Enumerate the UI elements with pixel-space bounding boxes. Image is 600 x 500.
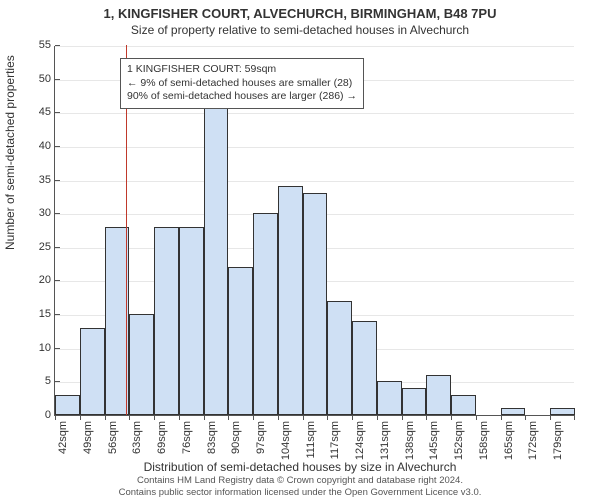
plot-area: 051015202530354045505542sqm49sqm56sqm63s… <box>54 46 574 416</box>
histogram-bar <box>377 381 402 415</box>
x-tick-mark <box>204 415 205 420</box>
x-tick-mark <box>525 415 526 420</box>
histogram-bar <box>402 388 427 415</box>
y-tick-label: 5 <box>45 375 55 387</box>
legend-line1: 1 KINGFISHER COURT: 59sqm <box>127 63 357 77</box>
histogram-bar <box>204 99 229 415</box>
x-tick-mark <box>327 415 328 420</box>
x-tick-label: 179sqm <box>552 421 564 460</box>
x-tick-mark <box>377 415 378 420</box>
x-tick-label: 158sqm <box>478 421 490 460</box>
histogram-bar <box>278 186 303 415</box>
x-tick-label: 131sqm <box>379 421 391 460</box>
histogram-bar <box>179 227 204 415</box>
y-tick-label: 35 <box>39 174 55 186</box>
y-tick-label: 45 <box>39 106 55 118</box>
legend-line2: ← 9% of semi-detached houses are smaller… <box>127 77 357 91</box>
x-tick-label: 104sqm <box>280 421 292 460</box>
x-tick-label: 90sqm <box>230 421 242 454</box>
histogram-bar <box>129 314 154 415</box>
chart-container: 1, KINGFISHER COURT, ALVECHURCH, BIRMING… <box>0 0 600 500</box>
x-tick-mark <box>228 415 229 420</box>
x-tick-mark <box>402 415 403 420</box>
gridline <box>55 46 574 47</box>
gridline <box>55 181 574 182</box>
histogram-bar <box>327 301 352 415</box>
y-tick-label: 20 <box>39 274 55 286</box>
y-tick-label: 55 <box>39 39 55 51</box>
histogram-bar <box>550 408 575 415</box>
x-tick-mark <box>55 415 56 420</box>
gridline <box>55 113 574 114</box>
footer-line1: Contains HM Land Registry data © Crown c… <box>0 475 600 486</box>
x-tick-label: 69sqm <box>156 421 168 454</box>
y-tick-label: 50 <box>39 73 55 85</box>
x-tick-label: 97sqm <box>255 421 267 454</box>
histogram-bar <box>501 408 526 415</box>
chart-title: 1, KINGFISHER COURT, ALVECHURCH, BIRMING… <box>0 0 600 37</box>
x-tick-mark <box>550 415 551 420</box>
legend-line3: 90% of semi-detached houses are larger (… <box>127 90 357 104</box>
x-tick-mark <box>179 415 180 420</box>
x-tick-label: 76sqm <box>181 421 193 454</box>
histogram-bar <box>80 328 105 415</box>
x-tick-label: 111sqm <box>305 421 317 459</box>
x-axis-label: Distribution of semi-detached houses by … <box>0 460 600 474</box>
legend-box: 1 KINGFISHER COURT: 59sqm ← 9% of semi-d… <box>120 58 364 109</box>
title-subtitle: Size of property relative to semi-detach… <box>0 23 600 37</box>
x-tick-label: 83sqm <box>206 421 218 454</box>
x-tick-mark <box>501 415 502 420</box>
x-tick-label: 63sqm <box>131 421 143 454</box>
x-tick-mark <box>278 415 279 420</box>
y-axis-label: Number of semi-detached properties <box>3 55 17 250</box>
x-tick-label: 138sqm <box>404 421 416 460</box>
y-tick-label: 15 <box>39 308 55 320</box>
x-tick-mark <box>451 415 452 420</box>
x-tick-label: 145sqm <box>428 421 440 460</box>
histogram-bar <box>426 375 451 415</box>
x-tick-mark <box>253 415 254 420</box>
title-address: 1, KINGFISHER COURT, ALVECHURCH, BIRMING… <box>0 6 600 21</box>
y-tick-label: 40 <box>39 140 55 152</box>
gridline <box>55 147 574 148</box>
y-tick-label: 10 <box>39 342 55 354</box>
x-tick-mark <box>574 415 575 420</box>
histogram-bar <box>55 395 80 415</box>
histogram-bar <box>303 193 328 415</box>
x-tick-label: 152sqm <box>453 421 465 460</box>
x-tick-mark <box>426 415 427 420</box>
x-tick-label: 56sqm <box>107 421 119 454</box>
x-tick-label: 49sqm <box>82 421 94 454</box>
y-tick-label: 25 <box>39 241 55 253</box>
x-tick-mark <box>476 415 477 420</box>
x-tick-mark <box>105 415 106 420</box>
x-tick-label: 42sqm <box>57 421 69 454</box>
x-tick-label: 124sqm <box>354 421 366 460</box>
footer-line2: Contains public sector information licen… <box>0 487 600 498</box>
histogram-bar <box>253 213 278 415</box>
footer: Contains HM Land Registry data © Crown c… <box>0 475 600 498</box>
histogram-bar <box>451 395 476 415</box>
y-tick-label: 0 <box>45 409 55 421</box>
x-tick-label: 165sqm <box>503 421 515 460</box>
x-tick-mark <box>129 415 130 420</box>
x-tick-mark <box>352 415 353 420</box>
histogram-bar <box>154 227 179 415</box>
x-tick-mark <box>80 415 81 420</box>
x-tick-mark <box>303 415 304 420</box>
x-tick-mark <box>154 415 155 420</box>
y-tick-label: 30 <box>39 207 55 219</box>
histogram-bar <box>228 267 253 415</box>
x-tick-label: 172sqm <box>527 421 539 460</box>
histogram-bar <box>352 321 377 415</box>
x-tick-label: 117sqm <box>329 421 341 459</box>
